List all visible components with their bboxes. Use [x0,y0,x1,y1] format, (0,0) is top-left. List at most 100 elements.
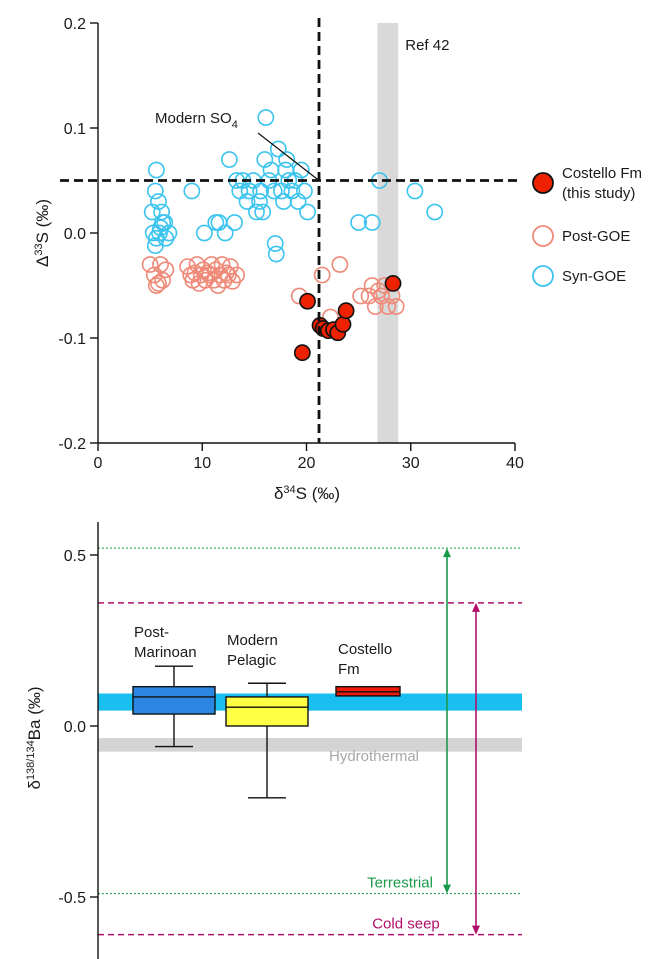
data-point [379,298,397,315]
y-tick-label: -0.2 [58,436,86,453]
series-post-goe [141,256,405,326]
ref-42-label: Ref 42 [405,37,449,54]
y-tick-label: 0.2 [64,16,86,33]
cold-seep-label: Cold seep [372,916,440,933]
x-tick-label: 0 [94,455,103,472]
data-point [278,151,296,168]
sulfur-isotope-scatter-chart: Ref 42 Modern SO4 0.2 0.1 0.0 -0.1 -0.2 0 10 20 30… [33,16,642,503]
data-point [406,182,424,200]
y-tick-label: 0.0 [64,226,86,243]
data-point [151,224,168,242]
data-point [299,203,316,221]
data-point [334,315,352,333]
data-point [216,224,234,242]
data-point [299,292,316,310]
data-point [228,266,246,284]
legend-label-syn-goe: Syn-GOE [562,268,626,285]
ref-42-band [377,23,399,443]
legend: Costello Fm (this study) Post-GOE Syn-GOE [532,165,642,287]
box-label-line2: Fm [338,661,360,678]
data-point [252,182,270,200]
legend-label-costello: Costello Fm [562,165,642,182]
box-post-marinoan: Post- Marinoan [132,624,216,748]
box-label-line1: Modern [227,632,278,649]
data-point [384,274,402,292]
data-point [160,224,178,242]
data-point [231,182,249,200]
modern-so4-label: Modern SO4 [155,110,238,131]
data-point [269,140,287,158]
data-point [337,302,355,320]
x-tick-label: 10 [193,455,211,472]
data-point [352,287,370,305]
data-point [262,161,280,179]
box-body [132,685,216,715]
data-point [203,256,221,273]
data-point [207,214,225,231]
box-costello-fm: Costello Fm [335,641,401,697]
data-point [266,235,284,252]
data-point [194,261,212,279]
x-tick-label: 40 [506,455,524,472]
modern-so4-leader-line [257,132,320,181]
data-point [201,266,218,284]
data-point [265,182,283,200]
y-tick-label: 0.5 [64,548,86,565]
data-point [293,344,311,362]
data-point [220,151,238,168]
y-tick-label: -0.5 [58,890,86,907]
box-body [225,696,309,727]
data-point [313,266,331,284]
data-point [331,256,349,273]
data-point [226,214,243,231]
legend-label-post-goe: Post-GOE [562,228,630,245]
x-axis-label: δ34S (‰) [274,484,340,503]
box-modern-pelagic: Modern Pelagic [225,632,309,799]
data-point [248,203,265,221]
data-point [205,271,223,289]
data-point [257,109,275,126]
data-point [147,277,165,294]
data-point [146,237,164,254]
box-label-line1: Post- [134,624,169,641]
terrestrial-label: Terrestrial [367,875,433,892]
terrestrial-arrow-head [443,548,451,558]
y-axis-label: δ138/134Ba (‰) [25,686,44,789]
data-point [150,193,167,210]
x-tick-label: 20 [298,455,316,472]
data-point [254,203,272,221]
y-tick-label: -0.1 [58,331,86,348]
legend-marker-costello [532,172,554,194]
box-label-line1: Costello [338,641,392,658]
legend-label-costello-line2: (this study) [562,185,635,202]
data-point [275,193,292,210]
data-point [296,182,313,200]
data-point [267,245,285,263]
data-point [141,256,159,273]
legend-marker-post-goe [532,225,554,247]
data-point [154,271,172,289]
box-label-line2: Pelagic [227,652,277,669]
terrestrial-arrow-head [443,884,451,894]
data-point [280,172,298,189]
data-point [363,214,381,231]
y-tick-label: 0.0 [64,719,86,736]
y-axis-label: Δ33S (‰) [33,199,52,267]
data-point [152,219,169,237]
barium-isotope-box-chart: Hydrothermal Terrestrial Cold seep Post- Mar… [25,522,522,959]
data-point [152,256,169,273]
x-tick-label: 30 [402,455,420,472]
data-point [156,214,174,231]
data-point [183,182,201,200]
data-point [426,203,444,221]
data-point [146,182,164,200]
data-point [238,193,256,210]
data-point [157,261,175,279]
hydrothermal-label: Hydrothermal [329,748,419,765]
data-point [292,161,310,179]
data-point [147,161,165,179]
hydrothermal-band [98,737,522,752]
data-point [240,182,258,200]
data-point [251,193,268,210]
